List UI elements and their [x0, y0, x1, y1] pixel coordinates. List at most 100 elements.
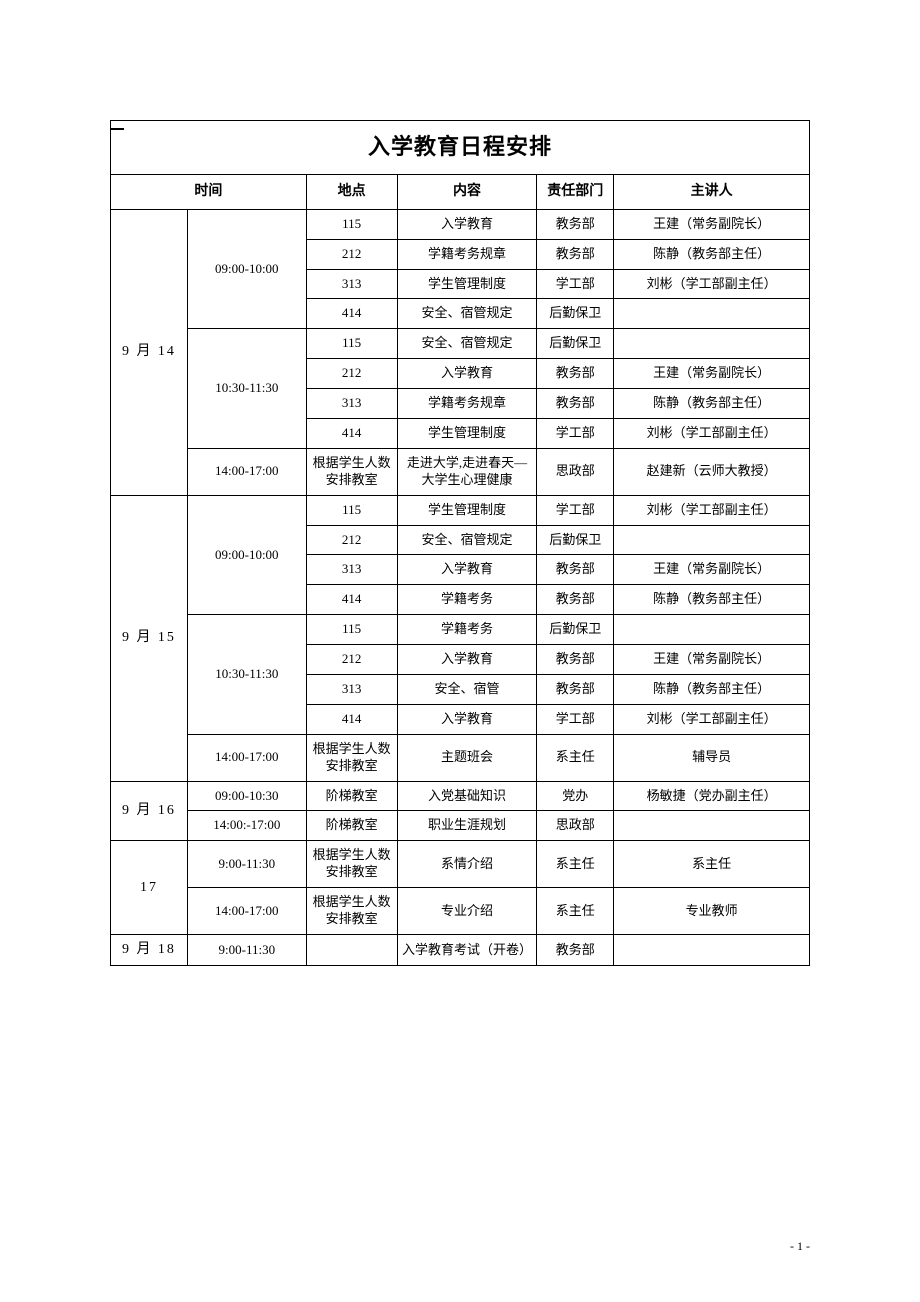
table-title: 入学教育日程安排 — [111, 121, 810, 175]
table-row: 14:00-17:00 根据学生人数安排教室 走进大学,走进春天—大学生心理健康… — [111, 448, 810, 495]
header-time: 时间 — [111, 174, 307, 209]
dept-cell: 系主任 — [537, 734, 614, 781]
dept-cell: 教务部 — [537, 555, 614, 585]
speaker-cell: 陈静（教务部主任） — [614, 239, 810, 269]
loc-cell: 阶梯教室 — [306, 781, 397, 811]
content-cell: 入党基础知识 — [397, 781, 537, 811]
top-mark — [110, 128, 124, 130]
time-cell: 14:00-17:00 — [187, 734, 306, 781]
loc-cell: 313 — [306, 389, 397, 419]
time-cell: 14:00-17:00 — [187, 888, 306, 935]
table-row: 14:00-17:00 根据学生人数安排教室 主题班会 系主任 辅导员 — [111, 734, 810, 781]
date-cell: 17 — [111, 841, 188, 935]
loc-cell: 阶梯教室 — [306, 811, 397, 841]
time-cell: 14:00-17:00 — [187, 448, 306, 495]
schedule-table: 入学教育日程安排 时间 地点 内容 责任部门 主讲人 9 月 14 09:00-… — [110, 120, 810, 966]
dept-cell: 后勤保卫 — [537, 525, 614, 555]
speaker-cell: 陈静（教务部主任） — [614, 585, 810, 615]
dept-cell: 思政部 — [537, 448, 614, 495]
content-cell: 入学教育 — [397, 704, 537, 734]
speaker-cell — [614, 811, 810, 841]
speaker-cell: 杨敏捷（党办副主任） — [614, 781, 810, 811]
content-cell: 学籍考务规章 — [397, 389, 537, 419]
speaker-cell — [614, 329, 810, 359]
loc-cell: 414 — [306, 419, 397, 449]
loc-cell: 212 — [306, 525, 397, 555]
content-cell: 安全、宿管规定 — [397, 525, 537, 555]
dept-cell: 教务部 — [537, 209, 614, 239]
time-cell: 10:30-11:30 — [187, 329, 306, 449]
loc-cell: 115 — [306, 495, 397, 525]
dept-cell: 思政部 — [537, 811, 614, 841]
loc-cell — [306, 934, 397, 965]
loc-cell: 212 — [306, 239, 397, 269]
table-header-row: 时间 地点 内容 责任部门 主讲人 — [111, 174, 810, 209]
content-cell: 入学教育 — [397, 359, 537, 389]
content-cell: 学生管理制度 — [397, 419, 537, 449]
table-row: 9 月 15 09:00-10:00 115 学生管理制度 学工部 刘彬（学工部… — [111, 495, 810, 525]
table-row: 9 月 16 09:00-10:30 阶梯教室 入党基础知识 党办 杨敏捷（党办… — [111, 781, 810, 811]
dept-cell: 教务部 — [537, 359, 614, 389]
table-row: 14:00:-17:00 阶梯教室 职业生涯规划 思政部 — [111, 811, 810, 841]
dept-cell: 教务部 — [537, 645, 614, 675]
speaker-cell: 王建（常务副院长） — [614, 555, 810, 585]
content-cell: 入学教育考试（开卷） — [397, 934, 537, 965]
speaker-cell: 陈静（教务部主任） — [614, 675, 810, 705]
date-cell: 9 月 14 — [111, 209, 188, 495]
header-content: 内容 — [397, 174, 537, 209]
content-cell: 安全、宿管规定 — [397, 299, 537, 329]
dept-cell: 后勤保卫 — [537, 329, 614, 359]
loc-cell: 115 — [306, 209, 397, 239]
time-cell: 09:00-10:00 — [187, 209, 306, 329]
time-cell: 10:30-11:30 — [187, 615, 306, 735]
content-cell: 主题班会 — [397, 734, 537, 781]
dept-cell: 教务部 — [537, 239, 614, 269]
speaker-cell: 专业教师 — [614, 888, 810, 935]
loc-cell: 115 — [306, 329, 397, 359]
dept-cell: 系主任 — [537, 841, 614, 888]
loc-cell: 212 — [306, 645, 397, 675]
content-cell: 职业生涯规划 — [397, 811, 537, 841]
speaker-cell: 辅导员 — [614, 734, 810, 781]
dept-cell: 教务部 — [537, 389, 614, 419]
loc-cell: 115 — [306, 615, 397, 645]
dept-cell: 学工部 — [537, 269, 614, 299]
speaker-cell: 刘彬（学工部副主任） — [614, 704, 810, 734]
table-row: 9 月 18 9:00-11:30 入学教育考试（开卷） 教务部 — [111, 934, 810, 965]
table-row: 17 9:00-11:30 根据学生人数安排教室 系情介绍 系主任 系主任 — [111, 841, 810, 888]
dept-cell: 学工部 — [537, 419, 614, 449]
loc-cell: 414 — [306, 585, 397, 615]
loc-cell: 414 — [306, 299, 397, 329]
loc-cell: 根据学生人数安排教室 — [306, 841, 397, 888]
date-cell: 9 月 15 — [111, 495, 188, 781]
table-row: 10:30-11:30 115 安全、宿管规定 后勤保卫 — [111, 329, 810, 359]
content-cell: 学生管理制度 — [397, 495, 537, 525]
content-cell: 学籍考务规章 — [397, 239, 537, 269]
speaker-cell: 王建（常务副院长） — [614, 359, 810, 389]
table-title-row: 入学教育日程安排 — [111, 121, 810, 175]
loc-cell: 313 — [306, 555, 397, 585]
content-cell: 入学教育 — [397, 209, 537, 239]
loc-cell: 313 — [306, 269, 397, 299]
loc-cell: 根据学生人数安排教室 — [306, 448, 397, 495]
content-cell: 走进大学,走进春天—大学生心理健康 — [397, 448, 537, 495]
content-cell: 学籍考务 — [397, 585, 537, 615]
content-cell: 学籍考务 — [397, 615, 537, 645]
loc-cell: 414 — [306, 704, 397, 734]
speaker-cell: 王建（常务副院长） — [614, 209, 810, 239]
time-cell: 9:00-11:30 — [187, 934, 306, 965]
content-cell: 入学教育 — [397, 645, 537, 675]
speaker-cell: 陈静（教务部主任） — [614, 389, 810, 419]
date-cell: 9 月 18 — [111, 934, 188, 965]
content-cell: 系情介绍 — [397, 841, 537, 888]
document-page: 入学教育日程安排 时间 地点 内容 责任部门 主讲人 9 月 14 09:00-… — [0, 0, 920, 1302]
content-cell: 安全、宿管规定 — [397, 329, 537, 359]
speaker-cell — [614, 934, 810, 965]
speaker-cell: 王建（常务副院长） — [614, 645, 810, 675]
dept-cell: 党办 — [537, 781, 614, 811]
speaker-cell: 刘彬（学工部副主任） — [614, 269, 810, 299]
dept-cell: 教务部 — [537, 934, 614, 965]
content-cell: 安全、宿管 — [397, 675, 537, 705]
content-cell: 入学教育 — [397, 555, 537, 585]
content-cell: 专业介绍 — [397, 888, 537, 935]
